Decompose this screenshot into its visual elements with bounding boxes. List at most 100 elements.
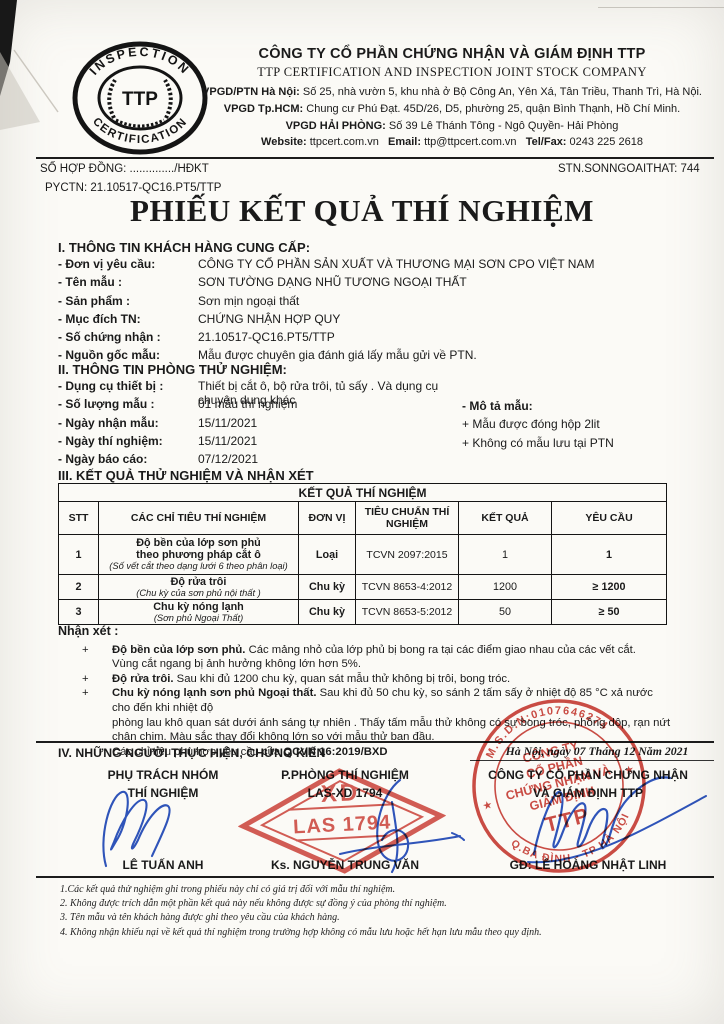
- seal-star-right: ★: [623, 763, 636, 777]
- signer-name: LÊ TUẤN ANH: [122, 858, 204, 872]
- office-label: VPGD Tp.HCM:: [223, 103, 304, 115]
- stn-reference: STN.SONNGOAITHAT: 744: [558, 163, 700, 175]
- criteria-subnote: (Sơn phủ Ngoại Thất): [153, 612, 244, 623]
- header-divider: [36, 157, 714, 160]
- cell-criteria: Độ bền của lớp sơn phủ theo phương pháp …: [98, 534, 299, 575]
- info-value: 07/12/2021: [198, 452, 259, 467]
- table-header-row: STT CÁC CHỈ TIÊU THÍ NGHIỆM ĐƠN VỊ TIÊU …: [58, 501, 668, 535]
- cell-unit: Chu kỳ: [298, 599, 356, 625]
- office-line: VPGD/PTN Hà Nội: Số 25, nhà vườn 5, khu …: [192, 84, 712, 101]
- cell-criteria: Chu kỳ nóng lạnh (Sơn phủ Ngoại Thất): [98, 599, 299, 625]
- info-value: CÔNG TY CỔ PHẦN SẢN XUẤT VÀ THƯƠNG MẠI S…: [198, 257, 595, 271]
- cell-requirement: ≥ 50: [550, 599, 668, 625]
- logo-center-text: TTP: [122, 89, 158, 110]
- criteria-subnote: (Số vết cắt theo dạng lưới 6 theo phân l…: [109, 561, 288, 572]
- scan-edge-line: [598, 7, 724, 8]
- email-value: ttp@ttpcert.com.vn: [421, 136, 517, 148]
- conclusion-text: Các chỉ tiêu phù hợp yêu cầu của: [112, 745, 284, 758]
- info-label: - Số lượng mẫu :: [58, 397, 155, 412]
- cell-standard: TCVN 2097:2015: [355, 534, 459, 575]
- remark-bold: Chu kỳ nóng lạnh sơn phủ Ngoại thất.: [112, 687, 317, 700]
- sample-description: - Mô tả mẫu: + Mẫu được đóng hộp 2lit + …: [462, 397, 614, 452]
- footer-note: 4. Không nhận khiếu nại về kết quả thí n…: [60, 926, 542, 938]
- cell-requirement: 1: [550, 534, 668, 575]
- seal-star-left: ★: [481, 799, 494, 813]
- cell-result: 1200: [458, 574, 552, 600]
- website-value: ttpcert.com.vn: [306, 136, 379, 148]
- office-line: VPGD HẢI PHÒNG: Số 39 Lê Thánh Tông - Ng…: [192, 118, 712, 135]
- office-address: Số 25, nhà vườn 5, khu nhà ở Bộ Công An,…: [299, 86, 702, 98]
- issue-date: Hà Nội, ngày 07 Tháng 12 Năm 2021: [505, 744, 689, 758]
- company-name-vi: CÔNG TY CỔ PHẦN CHỨNG NHẬN VÀ GIÁM ĐỊNH …: [258, 46, 646, 62]
- col-header-stt: STT: [58, 501, 99, 535]
- info-row: - Ngày thí nghiệm: 15/11/2021: [58, 434, 458, 452]
- office-address: Chung cư Phú Đạt. 45D/26, D5, phường 25,…: [303, 103, 681, 115]
- remark-bold: Độ bền của lớp sơn phủ.: [112, 643, 246, 656]
- col-header-result: KẾT QUẢ: [458, 501, 552, 535]
- footer-divider: [36, 876, 714, 878]
- info-row: - Ngày báo cáo: 07/12/2021: [58, 452, 458, 470]
- letterhead: CÔNG TY CỔ PHẦN CHỨNG NHẬN VÀ GIÁM ĐỊNH …: [192, 46, 712, 148]
- footer-note: 1.Các kết quả thử nghiệm ghi trong phiếu…: [60, 884, 396, 895]
- svg-text:INSPECTION: INSPECTION: [87, 45, 193, 78]
- remark-line: Vùng cắt ngang bị ảnh hưởng không lớn hơ…: [112, 658, 361, 671]
- remark-bullet: + Chu kỳ nóng lạnh sơn phủ Ngoại thất. S…: [58, 686, 674, 744]
- remark-conclusion: Các chỉ tiêu phù hợp yêu cầu của QCVN 16…: [58, 745, 674, 760]
- col-header-requirement: YÊU CẦU: [550, 501, 668, 535]
- signer-column-right: CÔNG TY CỔ PHẦN CHỨNG NHẬN VÀ GIÁM ĐỊNH …: [462, 766, 714, 802]
- cell-result: 50: [458, 599, 552, 625]
- info-label: - Ngày nhận mẫu:: [58, 415, 159, 430]
- sample-desc-item: + Mẫu được đóng hộp 2lit: [462, 417, 600, 432]
- col-header-criteria: CÁC CHỈ TIÊU THÍ NGHIỆM: [98, 501, 299, 535]
- cell-stt: 3: [58, 599, 99, 625]
- info-label: - Dụng cụ thiết bị :: [58, 379, 164, 393]
- cell-requirement: ≥ 1200: [550, 574, 668, 600]
- info-label: - Ngày thí nghiệm:: [58, 433, 163, 448]
- remark-bold: Độ rửa trôi.: [112, 672, 174, 685]
- contact-line: Website: ttpcert.com.vn Email: ttp@ttpce…: [192, 136, 712, 148]
- signature-left: [102, 790, 171, 868]
- signer-column-left: PHỤ TRÁCH NHÓM THÍ NGHIỆM: [58, 766, 268, 802]
- signature-right: [527, 776, 707, 864]
- col-header-standard: TIÊU CHUẨN THÍ NGHIỆM: [355, 501, 459, 535]
- table-row: 1 Độ bền của lớp sơn phủ theo phương phá…: [58, 534, 668, 575]
- office-addresses: VPGD/PTN Hà Nội: Số 25, nhà vườn 5, khu …: [192, 84, 712, 135]
- section2-heading: II. THÔNG TIN PHÒNG THỬ NGHIỆM:: [58, 362, 287, 377]
- info-row: - Dụng cụ thiết bị : Thiết bị cắt ô, bộ r…: [58, 379, 458, 407]
- remark-line: chân chim. Màu sắc thay đổi không lớn so…: [112, 731, 435, 744]
- remark-bullet: + Độ bền của lớp sơn phủ. Các mảng nhỏ c…: [58, 643, 674, 672]
- info-row: - Tên mẫu : SƠN TƯỜNG DẠNG NHŨ TƯƠNG NGOẠ…: [58, 275, 678, 293]
- signature-center: [339, 778, 465, 874]
- remarks-heading: Nhận xét :: [58, 624, 119, 638]
- info-row: - Đơn vị yêu cầu: CÔNG TY CỔ PHẦN SẢN XUẤ…: [58, 257, 678, 275]
- table-title: KẾT QUẢ THÍ NGHIỆM: [57, 483, 668, 502]
- info-value: 01 mẫu thí nghiệm: [198, 397, 298, 412]
- remarks-section: Nhận xét : + Độ bền của lớp sơn phủ. Các…: [58, 624, 674, 759]
- table-row: 3 Chu kỳ nóng lạnh (Sơn phủ Ngoại Thất) …: [58, 599, 668, 625]
- info-label: - Tên mẫu :: [58, 275, 123, 290]
- signer-name: Ks. NGUYỄN TRUNG VĂN: [270, 858, 419, 872]
- conclusion-standard: QCVN 16:2019/BXD: [283, 745, 388, 758]
- remark-line: phòng lau khô quan sát dưới ánh sáng tự …: [112, 716, 671, 729]
- cell-standard: TCVN 8653-5:2012: [355, 599, 459, 625]
- results-table: KẾT QUẢ THÍ NGHIỆM STT CÁC CHỈ TIÊU THÍ …: [57, 483, 668, 625]
- col-header-unit: ĐƠN VỊ: [298, 501, 356, 535]
- info-label: - Nguồn gốc mẫu:: [58, 348, 160, 363]
- info-value: 15/11/2021: [198, 415, 258, 430]
- footer-note: 2. Không được trích dẫn một phần kết quả…: [60, 898, 447, 910]
- table-row: 2 Độ rửa trôi (Chu kỳ của sơn phủ nội th…: [58, 574, 668, 600]
- info-value: Thiết bị cắt ô, bộ rửa trôi, tủ sấy . Và…: [198, 379, 439, 407]
- info-value: 15/11/2021: [198, 433, 258, 448]
- cell-stt: 1: [58, 534, 99, 575]
- cell-result: 1: [458, 534, 552, 575]
- office-address: Số 39 Lê Thánh Tông - Ngô Quyền- Hải Phò…: [385, 120, 619, 132]
- info-label: - Số chứng nhận :: [58, 330, 161, 345]
- office-line: VPGD Tp.HCM: Chung cư Phú Đạt. 45D/26, D…: [192, 101, 712, 118]
- email-label: Email:: [388, 136, 422, 148]
- criteria-subnote: (Chu kỳ của sơn phủ nội thất ): [136, 587, 261, 598]
- footer-note: 3. Tên mẫu và tên khách hàng được ghi th…: [60, 912, 340, 924]
- info-label: - Đơn vị yêu cầu:: [58, 257, 156, 271]
- stamp-xd-text: XD: [320, 779, 361, 808]
- company-name-en: TTP CERTIFICATION AND INSPECTION JOINT S…: [257, 65, 647, 79]
